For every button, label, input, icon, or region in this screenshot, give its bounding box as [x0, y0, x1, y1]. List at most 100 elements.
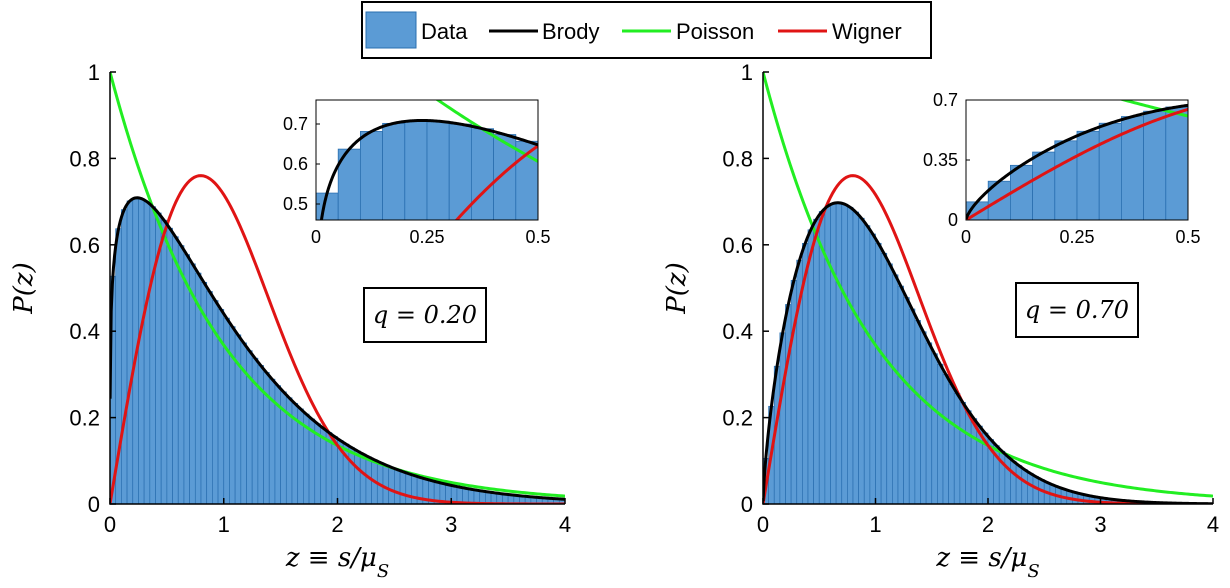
histogram-bar: [937, 363, 944, 504]
y-tick-label: 1: [741, 60, 753, 85]
inset-poisson-line: [1118, 100, 1188, 118]
x-tick-label: 0: [757, 512, 769, 537]
inset-histogram-bar: [359, 131, 383, 220]
histogram-bar: [172, 236, 179, 504]
histogram-bar: [835, 202, 843, 504]
inset-y-tick-label: 0: [948, 210, 958, 230]
histogram-bar: [779, 332, 786, 504]
histogram-bar: [925, 342, 933, 504]
histogram-bar: [394, 469, 401, 504]
y-axis-label: P(z): [662, 262, 692, 314]
inset-histogram-bar: [1098, 122, 1122, 220]
histogram-bar: [126, 200, 134, 504]
histogram-bar: [1004, 456, 1011, 504]
inset-histogram-bar: [404, 120, 428, 220]
y-tick-label: 0.2: [69, 406, 100, 431]
histogram-bar: [1015, 465, 1023, 504]
inset-curves: [319, 100, 538, 220]
histogram-bar: [177, 245, 185, 504]
y-tick-label: 0.8: [722, 146, 753, 171]
legend-label-brody: Brody: [542, 19, 599, 44]
inset: 0 0.25 0.5 0.5 0.6 0.7: [283, 99, 551, 247]
inset-y-tick-label: 0.7: [283, 114, 308, 134]
histogram-bar: [807, 229, 814, 504]
inset-frame: [315, 99, 539, 221]
histogram-bar: [903, 297, 910, 504]
histogram-bar: [824, 205, 831, 504]
y-tick-label: 1: [88, 60, 100, 85]
q-annotation: q = 0.20: [363, 287, 487, 343]
legend-swatch-data: [365, 11, 417, 49]
histogram-bar: [1010, 460, 1017, 504]
histogram-bar: [354, 450, 361, 504]
histogram-bar: [785, 304, 792, 504]
histogram-bar: [847, 206, 854, 504]
inset-y-tick-label: 0.6: [283, 154, 308, 174]
histogram-bar: [399, 471, 407, 504]
inset-poisson-line: [435, 100, 538, 163]
right-panel: 0 1 2 3 4 0 0.2 0.4 0.6 0.8 1 z ≡ s/μS P(z) q = 0.70 0…: [662, 60, 1219, 582]
inset-wigner-line: [966, 107, 1188, 220]
legend: Data Brody Poisson Wigner: [361, 1, 932, 59]
histogram-bar: [138, 198, 145, 504]
inset-y-tick-label: 0.5: [283, 194, 308, 214]
histogram-bar: [908, 308, 916, 504]
x-tick-label: 2: [331, 512, 343, 537]
inset-y-tick-label: 0.7: [933, 90, 958, 110]
histogram-bar: [166, 227, 173, 504]
y-tick-label: 0.8: [69, 146, 100, 171]
x-tick-label: 1: [218, 512, 230, 537]
inset-histogram-bar: [426, 120, 450, 220]
histogram-bar: [160, 219, 168, 504]
histogram-bar: [143, 201, 151, 504]
histogram-bar: [880, 252, 888, 504]
brody-line: [763, 201, 1213, 504]
inset-x-tick-label: 0.25: [1059, 227, 1094, 247]
histogram-bar: [388, 466, 395, 504]
x-axis-label: z ≡ s/μS: [285, 543, 389, 582]
y-tick-label: 0.6: [722, 233, 753, 258]
histogram-bar: [858, 217, 865, 504]
inset-histogram-bar: [1143, 110, 1167, 220]
histogram-bar: [405, 473, 412, 504]
inset-histogram-bar: [1054, 140, 1078, 220]
inset-brody-line: [966, 103, 1188, 220]
x-tick-label: 3: [445, 512, 457, 537]
inset-histogram-bar: [1165, 106, 1188, 220]
y-tick-label: 0.6: [69, 233, 100, 258]
histogram-bar: [1021, 469, 1028, 504]
histogram-bar: [953, 393, 961, 504]
inset-x-tick-label: 0: [961, 227, 971, 247]
histogram-bar: [830, 203, 837, 504]
histogram-bar: [942, 374, 949, 504]
inset-x-tick-label: 0.5: [525, 227, 550, 247]
q-annotation-box: [1015, 282, 1139, 338]
histogram-bar: [914, 320, 921, 504]
inset-y-tick-label: 0.35: [923, 150, 958, 170]
x-tick-label: 2: [982, 512, 994, 537]
y-tick-label: 0.2: [722, 406, 753, 431]
legend-label-poisson: Poisson: [676, 19, 754, 44]
inset-wigner-line: [454, 144, 538, 220]
y-tick-label: 0.4: [69, 319, 100, 344]
histogram-bar: [920, 331, 927, 504]
histogram-bar: [931, 353, 938, 504]
x-tick-label: 1: [869, 512, 881, 537]
q-annotation-text: q = 0.20: [373, 301, 477, 329]
x-axis-label: z ≡ s/μS: [935, 543, 1039, 582]
q-annotation-text: q = 0.70: [1025, 296, 1129, 324]
histogram-bar: [813, 218, 820, 504]
histogram-bar: [841, 203, 848, 504]
histogram-bar: [382, 464, 390, 504]
histogram-bar: [149, 206, 156, 504]
histogram-bar: [965, 410, 972, 504]
histogram-bar: [869, 233, 876, 504]
legend-label-wigner: Wigner: [832, 19, 902, 44]
histogram-bar: [892, 274, 899, 504]
histogram-bar: [863, 225, 871, 504]
histogram-bar: [959, 401, 966, 504]
y-tick-label: 0: [88, 492, 100, 517]
histogram-bar: [886, 263, 893, 504]
inset-histogram-bar: [470, 128, 494, 220]
x-tick-label: 0: [104, 512, 116, 537]
